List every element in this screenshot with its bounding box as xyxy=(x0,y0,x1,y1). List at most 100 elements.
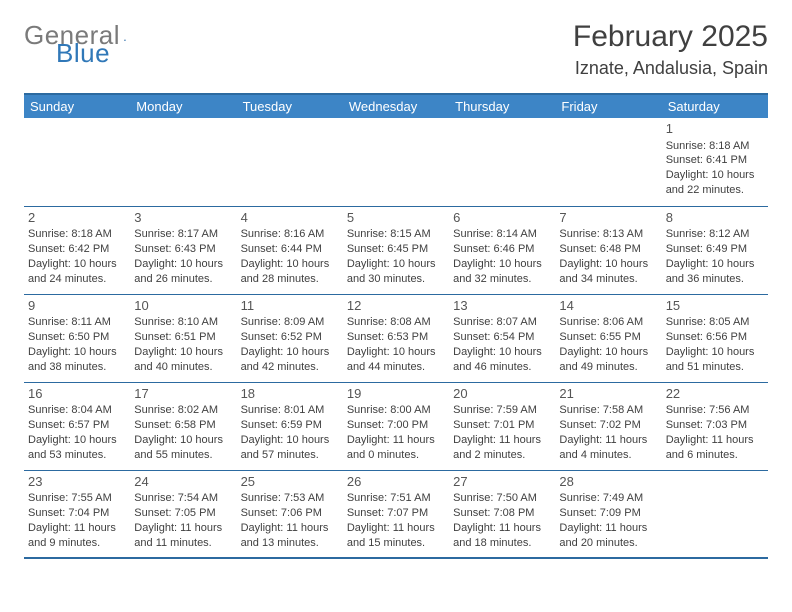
day-number: 19 xyxy=(347,385,445,403)
day-info: Sunrise: 8:18 AMSunset: 6:41 PMDaylight:… xyxy=(666,139,764,198)
day-info: Sunrise: 7:54 AMSunset: 7:05 PMDaylight:… xyxy=(134,491,232,550)
day-info: Sunrise: 7:56 AMSunset: 7:03 PMDaylight:… xyxy=(666,403,764,462)
calendar-cell: 7Sunrise: 8:13 AMSunset: 6:48 PMDaylight… xyxy=(555,206,661,294)
calendar-cell xyxy=(449,118,555,206)
calendar-cell: 8Sunrise: 8:12 AMSunset: 6:49 PMDaylight… xyxy=(662,206,768,294)
day-number: 6 xyxy=(453,209,551,227)
day-number: 12 xyxy=(347,297,445,315)
calendar-cell: 19Sunrise: 8:00 AMSunset: 7:00 PMDayligh… xyxy=(343,382,449,470)
calendar-table: SundayMondayTuesdayWednesdayThursdayFrid… xyxy=(24,93,768,559)
day-info: Sunrise: 8:12 AMSunset: 6:49 PMDaylight:… xyxy=(666,227,764,286)
day-info: Sunrise: 8:04 AMSunset: 6:57 PMDaylight:… xyxy=(28,403,126,462)
calendar-cell: 13Sunrise: 8:07 AMSunset: 6:54 PMDayligh… xyxy=(449,294,555,382)
day-number: 23 xyxy=(28,473,126,491)
day-number: 22 xyxy=(666,385,764,403)
dow-header: Friday xyxy=(555,94,661,118)
day-info: Sunrise: 7:49 AMSunset: 7:09 PMDaylight:… xyxy=(559,491,657,550)
calendar-cell xyxy=(555,118,661,206)
calendar-cell: 12Sunrise: 8:08 AMSunset: 6:53 PMDayligh… xyxy=(343,294,449,382)
day-info: Sunrise: 8:00 AMSunset: 7:00 PMDaylight:… xyxy=(347,403,445,462)
day-info: Sunrise: 8:15 AMSunset: 6:45 PMDaylight:… xyxy=(347,227,445,286)
calendar-cell: 26Sunrise: 7:51 AMSunset: 7:07 PMDayligh… xyxy=(343,470,449,558)
calendar-cell xyxy=(343,118,449,206)
day-number: 13 xyxy=(453,297,551,315)
day-number: 14 xyxy=(559,297,657,315)
day-number: 16 xyxy=(28,385,126,403)
calendar-cell: 10Sunrise: 8:10 AMSunset: 6:51 PMDayligh… xyxy=(130,294,236,382)
month-title: February 2025 xyxy=(573,20,768,54)
day-number: 11 xyxy=(241,297,339,315)
calendar-cell: 17Sunrise: 8:02 AMSunset: 6:58 PMDayligh… xyxy=(130,382,236,470)
day-number: 25 xyxy=(241,473,339,491)
day-number: 2 xyxy=(28,209,126,227)
day-info: Sunrise: 8:06 AMSunset: 6:55 PMDaylight:… xyxy=(559,315,657,374)
calendar-cell: 2Sunrise: 8:18 AMSunset: 6:42 PMDaylight… xyxy=(24,206,130,294)
dow-header: Wednesday xyxy=(343,94,449,118)
day-info: Sunrise: 7:55 AMSunset: 7:04 PMDaylight:… xyxy=(28,491,126,550)
calendar-cell xyxy=(24,118,130,206)
day-info: Sunrise: 8:02 AMSunset: 6:58 PMDaylight:… xyxy=(134,403,232,462)
dow-header: Monday xyxy=(130,94,236,118)
day-number: 26 xyxy=(347,473,445,491)
calendar-cell: 25Sunrise: 7:53 AMSunset: 7:06 PMDayligh… xyxy=(237,470,343,558)
calendar-cell: 28Sunrise: 7:49 AMSunset: 7:09 PMDayligh… xyxy=(555,470,661,558)
day-info: Sunrise: 8:18 AMSunset: 6:42 PMDaylight:… xyxy=(28,227,126,286)
header: General Blue February 2025 Iznate, Andal… xyxy=(24,20,768,79)
calendar-cell: 20Sunrise: 7:59 AMSunset: 7:01 PMDayligh… xyxy=(449,382,555,470)
dow-header: Saturday xyxy=(662,94,768,118)
day-info: Sunrise: 8:13 AMSunset: 6:48 PMDaylight:… xyxy=(559,227,657,286)
day-number: 5 xyxy=(347,209,445,227)
day-info: Sunrise: 7:51 AMSunset: 7:07 PMDaylight:… xyxy=(347,491,445,550)
title-block: February 2025 Iznate, Andalusia, Spain xyxy=(573,20,768,79)
day-info: Sunrise: 8:17 AMSunset: 6:43 PMDaylight:… xyxy=(134,227,232,286)
day-number: 21 xyxy=(559,385,657,403)
day-info: Sunrise: 7:59 AMSunset: 7:01 PMDaylight:… xyxy=(453,403,551,462)
day-info: Sunrise: 8:16 AMSunset: 6:44 PMDaylight:… xyxy=(241,227,339,286)
calendar-cell: 16Sunrise: 8:04 AMSunset: 6:57 PMDayligh… xyxy=(24,382,130,470)
calendar-cell: 3Sunrise: 8:17 AMSunset: 6:43 PMDaylight… xyxy=(130,206,236,294)
day-info: Sunrise: 8:08 AMSunset: 6:53 PMDaylight:… xyxy=(347,315,445,374)
day-number: 17 xyxy=(134,385,232,403)
logo: General Blue xyxy=(24,20,204,51)
day-number: 27 xyxy=(453,473,551,491)
day-number: 1 xyxy=(666,120,764,138)
day-info: Sunrise: 8:01 AMSunset: 6:59 PMDaylight:… xyxy=(241,403,339,462)
calendar-cell: 5Sunrise: 8:15 AMSunset: 6:45 PMDaylight… xyxy=(343,206,449,294)
day-info: Sunrise: 8:14 AMSunset: 6:46 PMDaylight:… xyxy=(453,227,551,286)
calendar-cell xyxy=(237,118,343,206)
day-info: Sunrise: 8:10 AMSunset: 6:51 PMDaylight:… xyxy=(134,315,232,374)
calendar-cell: 23Sunrise: 7:55 AMSunset: 7:04 PMDayligh… xyxy=(24,470,130,558)
day-number: 28 xyxy=(559,473,657,491)
calendar-cell: 11Sunrise: 8:09 AMSunset: 6:52 PMDayligh… xyxy=(237,294,343,382)
dow-header: Tuesday xyxy=(237,94,343,118)
logo-sail-icon xyxy=(124,28,126,44)
dow-header: Sunday xyxy=(24,94,130,118)
day-info: Sunrise: 8:05 AMSunset: 6:56 PMDaylight:… xyxy=(666,315,764,374)
day-number: 24 xyxy=(134,473,232,491)
day-number: 7 xyxy=(559,209,657,227)
day-number: 18 xyxy=(241,385,339,403)
day-number: 10 xyxy=(134,297,232,315)
calendar-cell xyxy=(662,470,768,558)
day-number: 20 xyxy=(453,385,551,403)
calendar-cell: 18Sunrise: 8:01 AMSunset: 6:59 PMDayligh… xyxy=(237,382,343,470)
calendar-cell: 21Sunrise: 7:58 AMSunset: 7:02 PMDayligh… xyxy=(555,382,661,470)
calendar-header-row: SundayMondayTuesdayWednesdayThursdayFrid… xyxy=(24,94,768,118)
calendar-cell: 4Sunrise: 8:16 AMSunset: 6:44 PMDaylight… xyxy=(237,206,343,294)
day-info: Sunrise: 8:07 AMSunset: 6:54 PMDaylight:… xyxy=(453,315,551,374)
day-number: 8 xyxy=(666,209,764,227)
day-info: Sunrise: 8:11 AMSunset: 6:50 PMDaylight:… xyxy=(28,315,126,374)
calendar-cell: 27Sunrise: 7:50 AMSunset: 7:08 PMDayligh… xyxy=(449,470,555,558)
day-number: 4 xyxy=(241,209,339,227)
day-number: 15 xyxy=(666,297,764,315)
calendar-cell: 6Sunrise: 8:14 AMSunset: 6:46 PMDaylight… xyxy=(449,206,555,294)
logo-text-blue: Blue xyxy=(56,38,110,69)
dow-header: Thursday xyxy=(449,94,555,118)
day-info: Sunrise: 7:53 AMSunset: 7:06 PMDaylight:… xyxy=(241,491,339,550)
calendar-cell: 1Sunrise: 8:18 AMSunset: 6:41 PMDaylight… xyxy=(662,118,768,206)
calendar-cell: 22Sunrise: 7:56 AMSunset: 7:03 PMDayligh… xyxy=(662,382,768,470)
calendar-cell xyxy=(130,118,236,206)
day-info: Sunrise: 7:58 AMSunset: 7:02 PMDaylight:… xyxy=(559,403,657,462)
calendar-cell: 24Sunrise: 7:54 AMSunset: 7:05 PMDayligh… xyxy=(130,470,236,558)
calendar-cell: 15Sunrise: 8:05 AMSunset: 6:56 PMDayligh… xyxy=(662,294,768,382)
